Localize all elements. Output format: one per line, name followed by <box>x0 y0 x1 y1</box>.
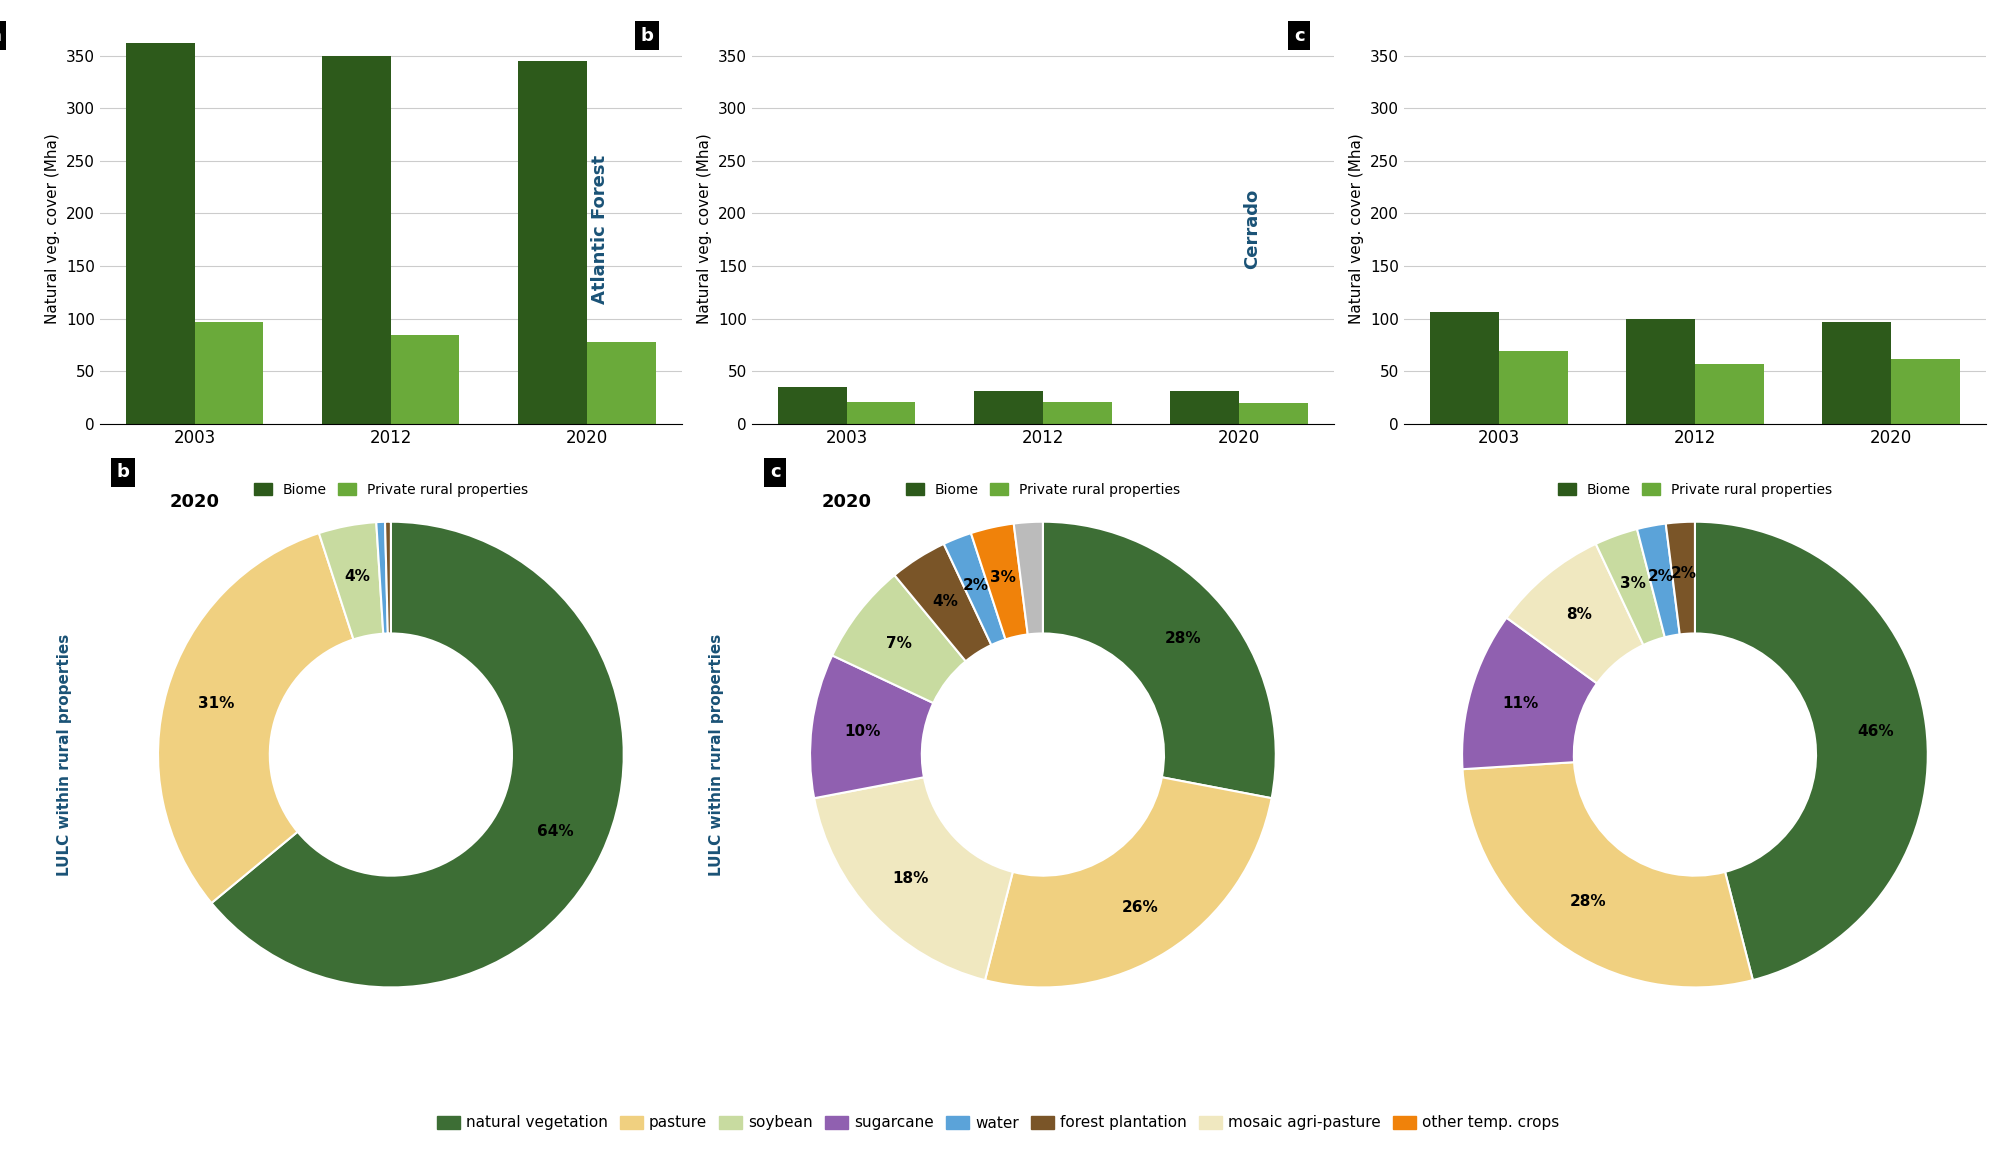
Text: 26%: 26% <box>1122 900 1158 915</box>
Text: Cerrado: Cerrado <box>1244 189 1261 269</box>
Wedge shape <box>1014 522 1042 635</box>
Wedge shape <box>1042 522 1275 798</box>
Text: 2020: 2020 <box>822 492 872 511</box>
Bar <box>1890 359 1960 423</box>
Text: 4%: 4% <box>343 568 369 584</box>
Legend: Biome, Private rural properties: Biome, Private rural properties <box>248 477 533 503</box>
Wedge shape <box>319 522 383 639</box>
Wedge shape <box>944 534 1006 645</box>
Text: 2%: 2% <box>962 578 990 593</box>
Text: 4%: 4% <box>932 593 958 608</box>
Text: LULC within rural properties: LULC within rural properties <box>58 634 72 875</box>
Wedge shape <box>832 575 966 703</box>
Bar <box>778 386 846 423</box>
Text: Atlantic Forest: Atlantic Forest <box>591 154 609 304</box>
Y-axis label: Natural veg. cover (Mha): Natural veg. cover (Mha) <box>46 133 60 324</box>
Text: 8%: 8% <box>1567 607 1593 622</box>
Bar <box>126 43 196 423</box>
Bar <box>1170 391 1240 423</box>
Text: 2020: 2020 <box>170 492 220 511</box>
Bar <box>846 401 916 423</box>
Wedge shape <box>1667 522 1695 635</box>
Wedge shape <box>894 544 992 661</box>
Bar <box>1822 322 1890 423</box>
Text: 11%: 11% <box>1503 697 1539 712</box>
Bar <box>321 55 391 423</box>
Bar <box>391 336 459 423</box>
Legend: Biome, Private rural properties: Biome, Private rural properties <box>1553 477 1838 503</box>
Wedge shape <box>1463 618 1597 769</box>
Wedge shape <box>1507 544 1643 683</box>
Wedge shape <box>984 777 1271 988</box>
Y-axis label: Natural veg. cover (Mha): Natural veg. cover (Mha) <box>697 133 713 324</box>
Wedge shape <box>814 777 1012 980</box>
Bar <box>1695 363 1764 423</box>
Legend: natural vegetation, pasture, soybean, sugarcane, water, forest plantation, mosai: natural vegetation, pasture, soybean, su… <box>431 1110 1565 1136</box>
Bar <box>519 61 587 423</box>
Text: 18%: 18% <box>892 872 928 887</box>
Wedge shape <box>1637 523 1681 637</box>
Text: c: c <box>1293 26 1303 45</box>
Text: 10%: 10% <box>844 724 880 739</box>
Text: 64%: 64% <box>537 825 573 840</box>
Wedge shape <box>810 656 934 798</box>
Text: 28%: 28% <box>1571 894 1607 909</box>
Bar <box>587 342 655 423</box>
Text: 46%: 46% <box>1856 724 1894 739</box>
Text: 2%: 2% <box>1671 566 1697 581</box>
Bar <box>1627 319 1695 423</box>
Text: c: c <box>770 463 780 482</box>
Wedge shape <box>158 534 353 903</box>
Y-axis label: Natural veg. cover (Mha): Natural veg. cover (Mha) <box>1349 133 1365 324</box>
Legend: Biome, Private rural properties: Biome, Private rural properties <box>900 477 1186 503</box>
Text: 7%: 7% <box>886 636 912 651</box>
Bar <box>1240 402 1307 423</box>
Wedge shape <box>377 522 387 634</box>
Wedge shape <box>970 523 1028 639</box>
Bar <box>1431 312 1499 423</box>
Text: 28%: 28% <box>1164 631 1202 646</box>
Text: 3%: 3% <box>1621 576 1647 591</box>
Bar <box>1499 351 1567 423</box>
Text: 3%: 3% <box>990 569 1016 585</box>
Text: 2%: 2% <box>1649 568 1675 584</box>
Wedge shape <box>1695 522 1928 980</box>
Bar <box>974 391 1042 423</box>
Bar <box>196 322 263 423</box>
Bar <box>1042 401 1112 423</box>
Text: b: b <box>116 463 130 482</box>
Text: b: b <box>641 26 653 45</box>
Wedge shape <box>1595 529 1665 645</box>
Wedge shape <box>385 522 391 634</box>
Wedge shape <box>1463 762 1752 988</box>
Text: 31%: 31% <box>198 697 236 712</box>
Wedge shape <box>212 522 623 988</box>
Text: LULC within rural properties: LULC within rural properties <box>709 634 725 875</box>
